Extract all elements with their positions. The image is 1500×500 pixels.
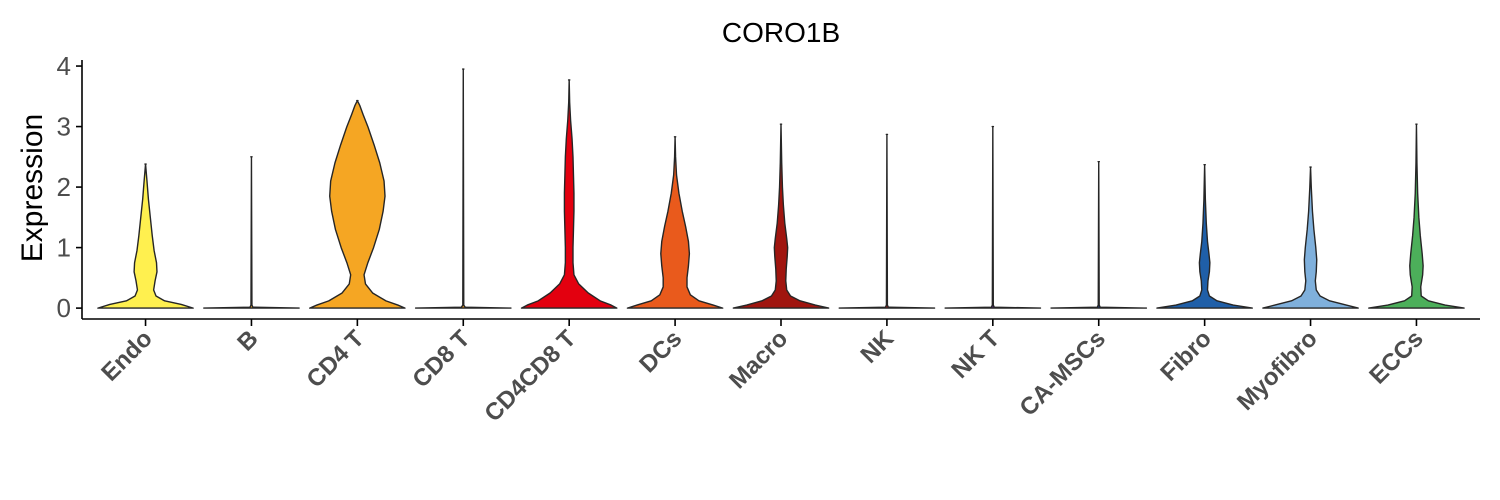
violin-myofibro — [1262, 166, 1359, 309]
violin-cd8-t — [414, 68, 512, 309]
violin-nk — [838, 133, 936, 309]
chart-title: CORO1B — [722, 17, 840, 48]
violin-dcs — [626, 136, 724, 309]
violin-eccs — [1368, 123, 1465, 309]
x-tick-label-b: B — [232, 325, 263, 356]
x-tick-label-fibro: Fibro — [1155, 325, 1217, 387]
violin-fibro — [1156, 163, 1253, 309]
x-tick-label-cd4-t: CD4 T — [301, 325, 369, 393]
violin-endo — [97, 163, 194, 309]
violin-ca-mscs — [1050, 160, 1148, 309]
x-tick-label-myofibro: Myofibro — [1232, 325, 1323, 416]
violin-b — [203, 156, 300, 309]
y-ticks: 0 1 2 3 4 — [57, 51, 82, 323]
x-tick-label-ca-mscs: CA-MSCs — [1015, 325, 1111, 421]
x-tick-label-endo: Endo — [96, 325, 158, 387]
violin-layer — [97, 68, 1465, 309]
y-tick-label-2: 2 — [57, 172, 71, 202]
y-tick-label-0: 0 — [57, 293, 71, 323]
violin-nk-t — [944, 125, 1042, 309]
x-tick-label-cd4cd8-t: CD4CD8 T — [479, 325, 581, 427]
x-tick-label-dcs: DCs — [634, 325, 687, 378]
y-tick-label-3: 3 — [57, 112, 71, 142]
x-tick-label-nk-t: NK T — [946, 325, 1005, 384]
violin-cd4cd8-t — [520, 79, 618, 309]
violin-cd4-t — [309, 99, 406, 309]
violin-macro — [732, 123, 830, 309]
y-axis-label: Expression — [16, 114, 49, 262]
y-tick-label-1: 1 — [57, 233, 71, 263]
x-tick-label-cd8-t: CD8 T — [407, 325, 475, 393]
x-tick-label-nk: NK — [856, 325, 900, 369]
x-tick-label-eccs: ECCs — [1364, 325, 1428, 389]
x-tick-label-macro: Macro — [724, 325, 793, 394]
y-tick-label-4: 4 — [57, 51, 71, 81]
x-ticks: Endo B CD4 T CD8 T CD4CD8 T DCs Macro NK NK T CA-… — [96, 319, 1429, 427]
